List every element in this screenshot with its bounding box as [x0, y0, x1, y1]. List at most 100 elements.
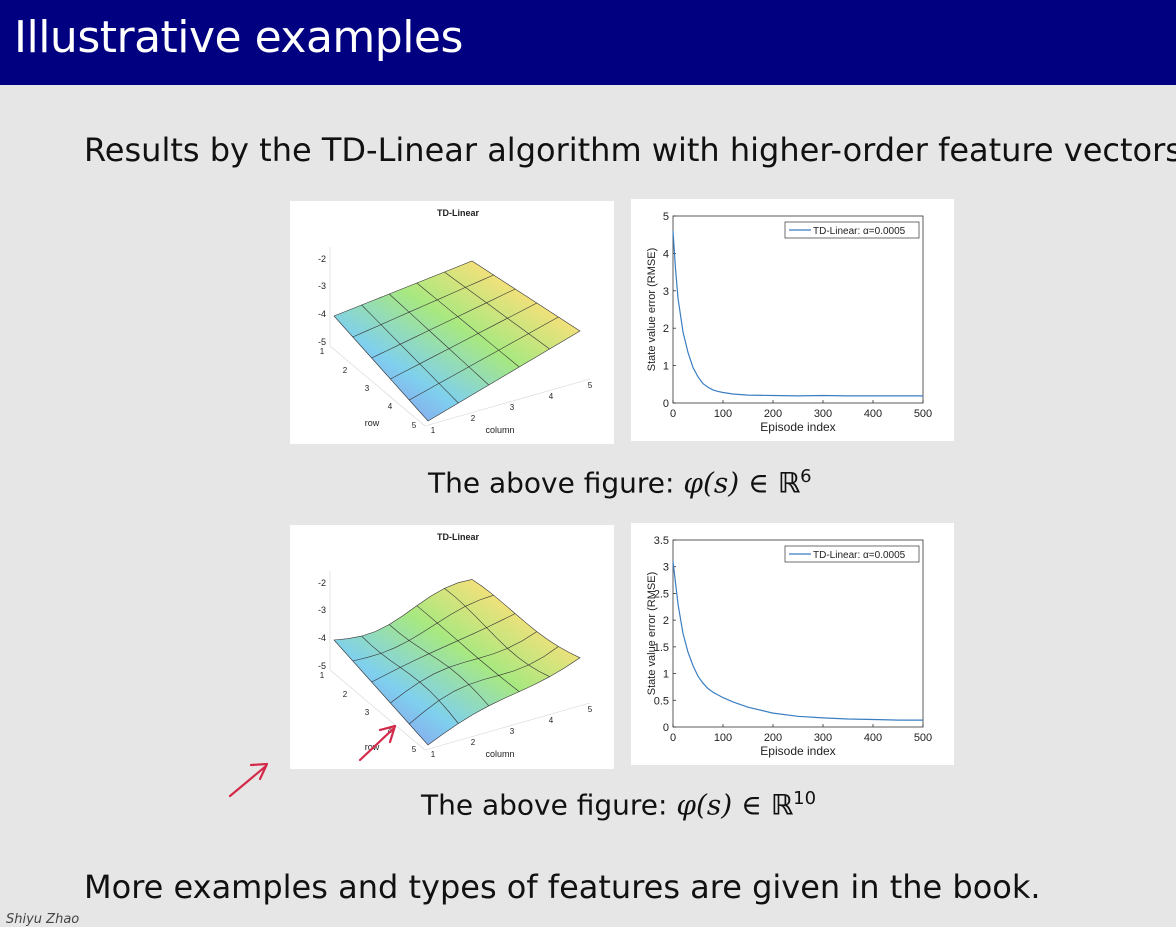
- x-tick-label: 300: [814, 732, 832, 744]
- column-tick-label: 2: [471, 414, 476, 423]
- row-tick-label: 5: [412, 745, 417, 754]
- caption-2-prefix: The above figure:: [421, 788, 677, 822]
- caption-1-prefix: The above figure:: [428, 466, 684, 500]
- column-tick-label: 5: [588, 381, 593, 390]
- column-tick-label: 3: [510, 727, 515, 736]
- x-axis-label: Episode index: [760, 744, 835, 758]
- y-tick-label: 2: [663, 323, 669, 335]
- y-tick-label: 2.5: [654, 588, 669, 600]
- legend-entry: TD-Linear: α=0.0005: [813, 550, 906, 561]
- surface-mesh-line: [388, 293, 490, 386]
- rmse-chart-2: 0 100 200 300 400 500 0 0.5 1 1.5 2 2.5 3 3.5 Episode …: [631, 523, 954, 765]
- slide-title: Illustrative examples: [14, 12, 463, 63]
- slide-header: Illustrative examples: [0, 0, 1176, 85]
- z-tick-label: -3: [318, 605, 326, 615]
- caption-2-dim: 10: [793, 788, 817, 809]
- surface-mesh-line: [352, 594, 494, 662]
- x-tick-label: 0: [670, 408, 676, 420]
- y-tick-label: 5: [663, 211, 669, 223]
- x-tick-label: 0: [670, 732, 676, 744]
- surface-patch: [333, 260, 581, 422]
- caption-2-set: ℝ: [770, 788, 794, 822]
- surface-plot-2: TD-Linear -2 -3 -4 -5 1 2 3 4 5 row 1 2 3 4 5 column: [290, 525, 614, 769]
- row-tick-label: 4: [388, 402, 393, 411]
- rmse-chart-1: 0 100 200 300 400 500 0 1 2 3 4 5 Episode index State…: [631, 199, 954, 441]
- column-tick-label: 4: [549, 716, 554, 725]
- caption-1: The above figure: φ(s) ∈ ℝ6: [428, 466, 812, 499]
- x-tick-label: 100: [714, 732, 732, 744]
- rmse-chart-svg-1: 0 100 200 300 400 500 0 1 2 3 4 5 Episode index State…: [646, 211, 932, 434]
- grid-line: [329, 345, 426, 427]
- x-tick-label: 400: [864, 408, 882, 420]
- row-tick-label: 3: [365, 384, 370, 393]
- y-tick-label: 0: [663, 398, 669, 410]
- x-tick-label: 500: [914, 408, 932, 420]
- author-label: Shiyu Zhao: [6, 912, 80, 927]
- surface-title: TD-Linear: [437, 532, 480, 542]
- row-tick-label: 3: [365, 708, 370, 717]
- y-axis-label: State value error (RMSE): [646, 572, 658, 695]
- column-axis-label: column: [485, 749, 514, 759]
- x-tick-label: 500: [914, 732, 932, 744]
- x-tick-label: 100: [714, 408, 732, 420]
- caption-1-math: φ(s) ∈: [683, 466, 778, 500]
- row-tick-label: 5: [412, 421, 417, 430]
- grid-line: [424, 378, 591, 427]
- surface-mesh-line: [371, 613, 516, 683]
- y-tick-label: 3: [663, 562, 669, 574]
- column-tick-label: 4: [549, 392, 554, 401]
- caption-2: The above figure: φ(s) ∈ ℝ10: [421, 788, 816, 821]
- y-tick-label: 0: [663, 722, 669, 734]
- surface-mesh-line: [409, 646, 559, 725]
- z-tick-label: -5: [318, 661, 326, 671]
- intro-text: Results by the TD-Linear algorithm with …: [84, 131, 1176, 169]
- surface-mesh-line: [371, 288, 516, 359]
- y-tick-label: 1: [663, 361, 669, 373]
- z-tick-label: -4: [318, 633, 326, 643]
- grid-line: [329, 669, 426, 751]
- surface-mesh-line: [416, 605, 520, 692]
- column-tick-label: 3: [510, 403, 515, 412]
- x-tick-label: 200: [764, 732, 782, 744]
- surface-mesh-line: [416, 282, 520, 368]
- caption-2-math: φ(s) ∈: [676, 788, 771, 822]
- plot-frame: [672, 539, 924, 728]
- column-tick-label: 1: [431, 426, 436, 435]
- surface-mesh-line: [390, 631, 537, 704]
- row-tick-label: 2: [343, 690, 348, 699]
- z-tick-label: -2: [318, 578, 326, 588]
- x-tick-label: 200: [764, 408, 782, 420]
- footer-text: More examples and types of features are …: [84, 868, 1041, 906]
- grid-line: [424, 702, 591, 751]
- x-axis-label: Episode index: [760, 420, 835, 434]
- surface-mesh-line: [444, 588, 550, 677]
- surface-mesh-line: [444, 271, 550, 350]
- z-tick-label: -3: [318, 281, 326, 291]
- plot-frame: [672, 215, 924, 404]
- z-tick-label: -2: [318, 254, 326, 264]
- surface-mesh-line: [389, 624, 490, 707]
- y-tick-label: 4: [663, 248, 669, 260]
- series-line: [672, 230, 923, 397]
- series-line: [672, 561, 923, 721]
- x-tick-label: 300: [814, 408, 832, 420]
- row-tick-label: 2: [343, 366, 348, 375]
- x-tick-label: 400: [864, 732, 882, 744]
- y-tick-label: 1: [663, 669, 669, 681]
- surface-plot-1: TD-Linear -2 -3 -4 -5 1 2 3 4 5 row 1 2 3 4 5 column: [290, 201, 614, 444]
- surface-patch: [333, 579, 581, 746]
- annotation-arrow-small: [358, 724, 397, 762]
- column-tick-label: 2: [471, 738, 476, 747]
- row-tick-label: 1: [320, 671, 325, 680]
- z-tick-label: -4: [318, 309, 326, 319]
- legend-entry: TD-Linear: α=0.0005: [813, 226, 906, 237]
- surface-mesh-line: [352, 274, 494, 338]
- row-tick-label: 1: [320, 347, 325, 356]
- surface-mesh-line: [361, 635, 459, 724]
- surface-mesh-line: [390, 302, 537, 380]
- y-tick-label: 3: [663, 286, 669, 298]
- y-tick-label: 0.5: [654, 695, 669, 707]
- column-axis-label: column: [485, 425, 514, 435]
